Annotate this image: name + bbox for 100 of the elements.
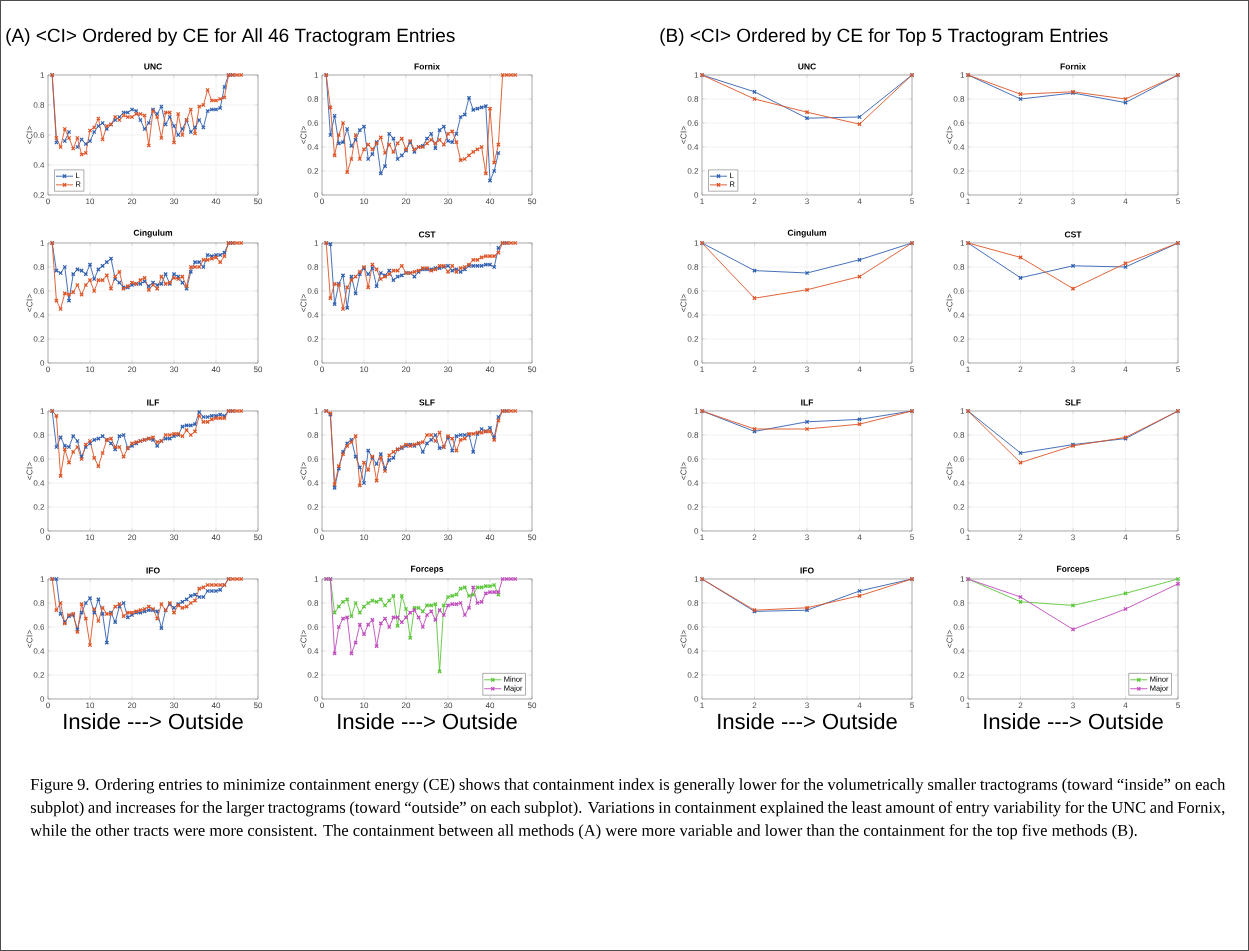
y-tick-label: 1	[694, 240, 699, 246]
x-tick-label: 0	[320, 702, 324, 709]
point	[167, 114, 173, 120]
point	[192, 259, 198, 265]
point	[125, 615, 131, 620]
x-tick-label: 3	[1071, 702, 1075, 709]
point	[91, 606, 97, 612]
y-axis-title: <CI>	[680, 630, 687, 648]
point	[462, 612, 468, 618]
y-tick-label: 0.6	[953, 120, 965, 126]
point	[1070, 263, 1076, 269]
x-tick-label: 3	[1071, 198, 1075, 205]
point	[407, 610, 413, 615]
point	[163, 122, 168, 127]
point	[804, 287, 810, 293]
point	[188, 264, 194, 270]
point	[96, 277, 101, 283]
chart-title: Forceps	[411, 565, 444, 574]
x-tick-label: 50	[253, 198, 263, 205]
point	[441, 612, 447, 618]
y-tick-label: 0.8	[307, 264, 319, 270]
point	[196, 586, 202, 591]
point	[504, 72, 510, 78]
x-axis-title: Inside ---> Outside	[718, 713, 897, 730]
y-tick-label: 0.4	[33, 480, 45, 486]
y-tick-label: 0	[314, 528, 319, 534]
point	[487, 253, 493, 259]
y-tick-label: 0.2	[307, 168, 319, 174]
y-tick-label: 0.6	[33, 132, 45, 138]
point	[171, 271, 177, 277]
point	[445, 269, 451, 275]
x-tick-label: 2	[752, 366, 757, 373]
point	[382, 163, 388, 169]
point	[192, 421, 198, 427]
point	[217, 105, 223, 111]
chart-title: Fornix	[414, 63, 440, 70]
x-tick-label: 2	[752, 702, 757, 709]
x-tick-label: 30	[169, 198, 179, 205]
point	[365, 600, 371, 606]
point	[217, 582, 223, 588]
chart-title: Cingulum	[787, 229, 827, 238]
point	[357, 610, 363, 615]
point	[62, 291, 68, 296]
y-tick-label: 0.2	[687, 168, 699, 174]
point	[496, 245, 501, 251]
point	[449, 436, 455, 441]
y-axis-title: <CI>	[946, 462, 953, 480]
point	[504, 576, 510, 582]
y-tick-label: 0.2	[953, 504, 965, 510]
y-tick-label: 0.8	[687, 600, 699, 606]
point	[441, 142, 447, 147]
point	[79, 601, 84, 607]
x-tick-label: 5	[910, 366, 914, 373]
chart-title: IFO	[800, 567, 814, 574]
y-tick-label: 0.8	[33, 432, 45, 438]
point	[386, 142, 392, 147]
x-tick-label: 0	[320, 366, 324, 373]
x-axis-title: Inside ---> Outside	[984, 713, 1163, 730]
y-tick-label: 0.2	[307, 504, 319, 510]
point	[483, 591, 489, 596]
point	[378, 597, 384, 602]
x-tick-label: 4	[1123, 702, 1128, 709]
point	[100, 611, 105, 617]
point	[62, 264, 68, 270]
point	[357, 622, 363, 627]
y-tick-label: 0.8	[687, 96, 699, 102]
x-tick-label: 4	[857, 534, 862, 541]
y-tick-label: 0.8	[953, 96, 965, 102]
point	[217, 252, 223, 258]
y-tick-label: 0.4	[307, 480, 319, 486]
point	[454, 139, 459, 145]
y-tick-label: 0	[314, 696, 319, 702]
x-tick-label: 50	[527, 534, 537, 541]
point	[437, 127, 442, 133]
y-tick-label: 0.8	[33, 264, 45, 270]
point	[399, 153, 405, 158]
point	[344, 615, 350, 620]
point	[209, 417, 215, 422]
y-axis-title: <CI>	[300, 126, 307, 144]
point	[58, 473, 63, 479]
y-axis-title: <CI>	[26, 126, 33, 144]
point	[378, 276, 384, 282]
point	[454, 131, 459, 137]
y-tick-label: 0.8	[307, 432, 319, 438]
point	[454, 433, 459, 439]
point	[196, 117, 202, 123]
x-tick-label: 3	[805, 534, 809, 541]
point	[804, 115, 810, 121]
point	[483, 262, 489, 267]
y-tick-label: 1	[960, 240, 965, 246]
point	[491, 160, 497, 165]
point	[96, 116, 101, 121]
point	[58, 611, 63, 617]
y-tick-label: 0	[960, 192, 965, 198]
point	[336, 624, 342, 630]
x-tick-label: 10	[86, 198, 95, 205]
x-tick-label: 3	[805, 366, 809, 373]
y-tick-label: 0.4	[953, 480, 965, 486]
y-tick-label: 0	[694, 192, 699, 198]
point	[175, 132, 181, 138]
